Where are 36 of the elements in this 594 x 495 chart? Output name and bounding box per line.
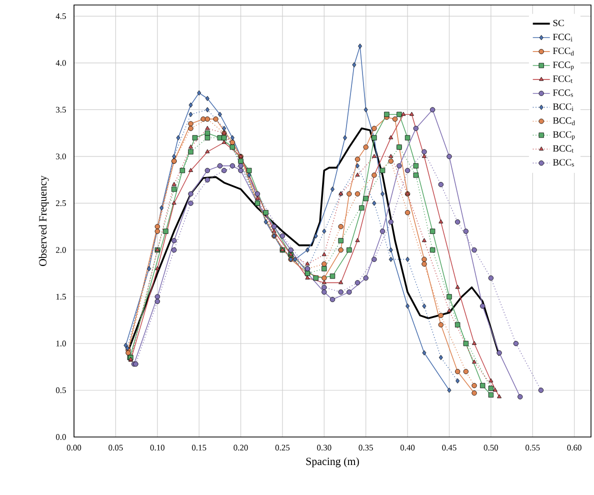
x-tick-label: 0.35: [358, 444, 373, 451]
x-axis-title: Spacing (m): [306, 457, 359, 468]
legend-label: BCC$_{d}$: [552, 117, 575, 126]
legend-label: FCC$_{s}$: [552, 90, 573, 97]
legend-label: BCC$_{p}$: [552, 131, 575, 140]
legend-label: SC: [553, 20, 564, 26]
y-tick-label: 3.0: [56, 154, 66, 160]
y-tick-label: 1.5: [56, 294, 66, 300]
y-tick-label: 1.0: [56, 340, 66, 346]
legend-label: FCC$_{i}$: [552, 34, 572, 42]
x-tick-label: 0.00: [66, 444, 82, 451]
x-tick-label: 0.40: [400, 444, 415, 451]
legend-label: BCC$_{t}$: [552, 145, 574, 153]
y-tick-label: 2.5: [56, 200, 66, 206]
y-tick-label: 0.5: [56, 387, 66, 394]
x-tick-label: 0.20: [234, 444, 248, 451]
x-tick-label: 0.45: [442, 444, 456, 451]
legend-label: FCC$_{p}$: [552, 62, 574, 70]
y-tick-label: 4.0: [56, 60, 66, 66]
x-tick-label: 0.30: [317, 444, 332, 451]
legend-label: FCC$_{d}$: [552, 48, 574, 56]
y-tick-label: 4.5: [56, 13, 66, 20]
legend-label: FCC$_{t}$: [552, 76, 572, 83]
y-tick-label: 2.0: [56, 247, 66, 253]
x-tick-label: 0.50: [484, 444, 498, 451]
legend-label: BCC$_{s}$: [552, 159, 574, 167]
x-tick-label: 0.15: [192, 444, 206, 451]
x-tick-label: 0.55: [526, 444, 540, 451]
x-tick-label: 0.25: [275, 444, 290, 451]
y-axis-title: Observed Frequency: [38, 176, 49, 266]
legend-label: BCC$_{i}$: [552, 103, 574, 112]
y-tick-label: 0.0: [56, 434, 66, 440]
x-tick-label: 0.05: [108, 444, 123, 451]
y-tick-label: 3.5: [56, 106, 66, 113]
x-tick-label: 0.10: [150, 444, 164, 451]
x-tick-label: 0.60: [567, 444, 582, 451]
